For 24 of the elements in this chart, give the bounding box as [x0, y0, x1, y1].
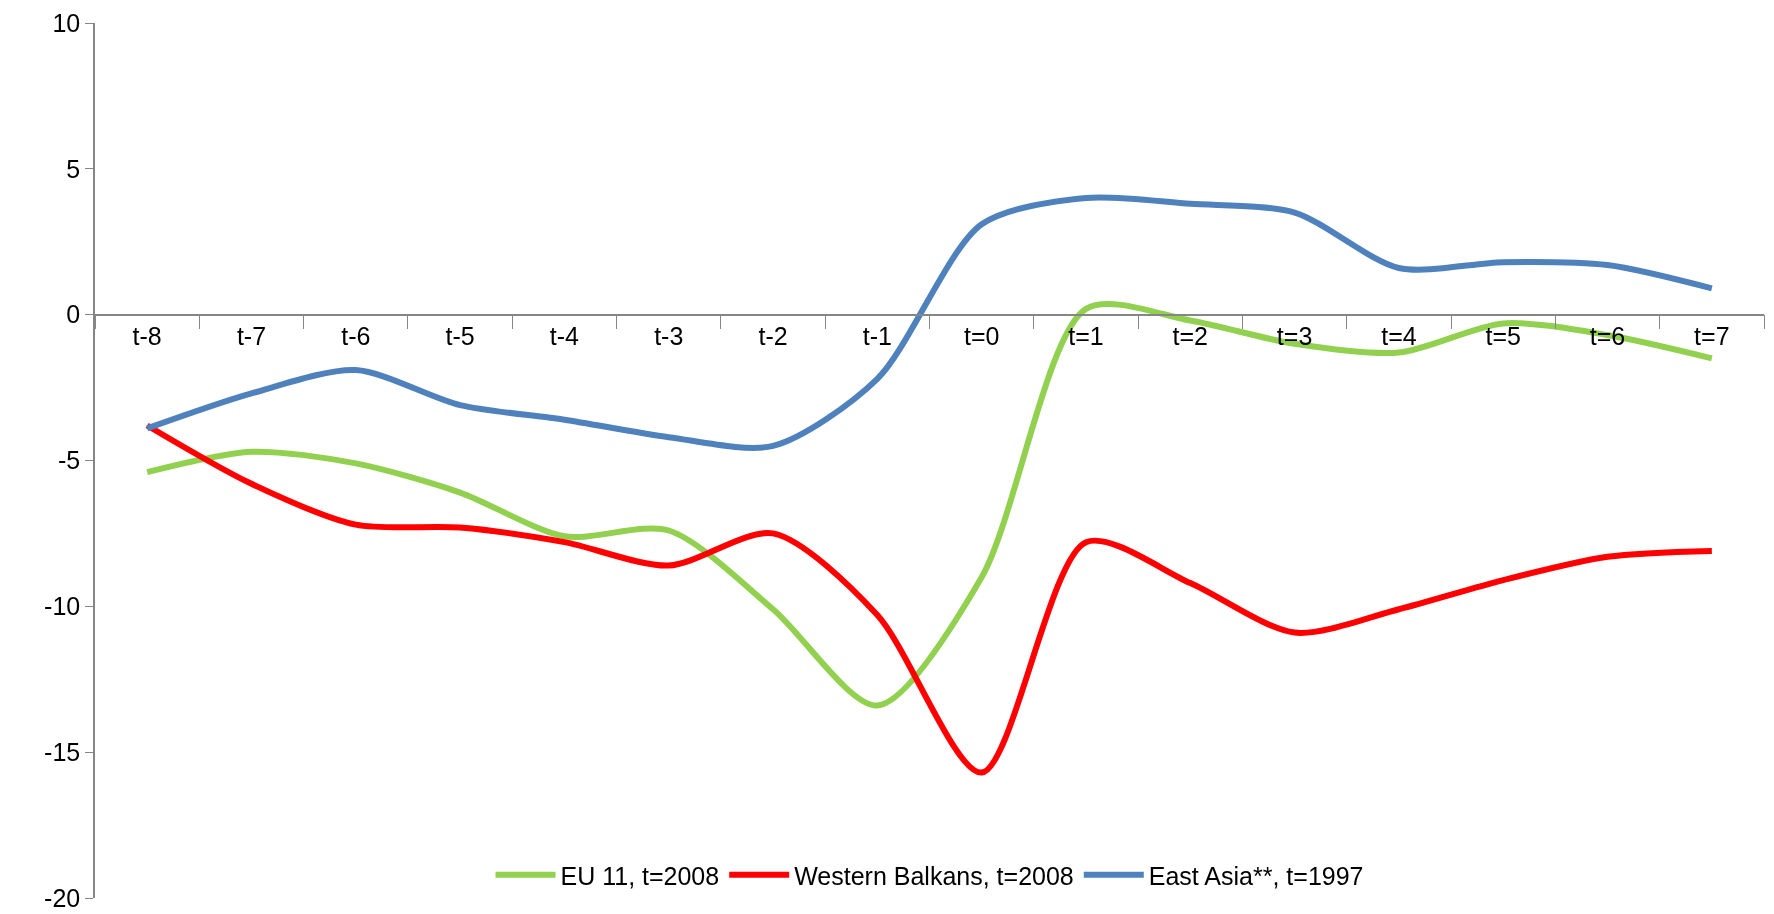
legend-label: East Asia**, t=1997 — [1148, 861, 1364, 890]
x-tick-label: t=5 — [1485, 322, 1521, 351]
x-tick-label: t=7 — [1694, 322, 1730, 351]
y-tick-label: -15 — [44, 737, 81, 766]
legend-label: Western Balkans, t=2008 — [794, 861, 1074, 890]
legend-label: EU 11, t=2008 — [560, 861, 720, 890]
y-tick-label: -20 — [44, 883, 81, 912]
x-tick-label: t-3 — [654, 322, 684, 351]
x-tick-label: t=2 — [1172, 322, 1209, 351]
x-tick-label: t-5 — [445, 322, 475, 351]
y-tick-label: -10 — [44, 592, 81, 621]
x-tick-label: t=4 — [1381, 322, 1417, 351]
x-tick-label: t-1 — [862, 322, 892, 351]
x-tick-label: t-4 — [549, 322, 580, 351]
x-tick-label: t-8 — [132, 322, 162, 351]
x-tick-label: t-7 — [236, 322, 267, 351]
x-tick-label: t-2 — [758, 322, 788, 351]
y-tick-label: 5 — [66, 154, 81, 183]
y-tick-label: 10 — [52, 8, 81, 37]
x-tick-label: t=1 — [1068, 322, 1104, 351]
y-tick-label: 0 — [66, 300, 81, 329]
y-tick-label: -5 — [58, 446, 81, 475]
x-tick-label: t-6 — [341, 322, 371, 351]
x-tick-label: t=0 — [963, 322, 1000, 351]
